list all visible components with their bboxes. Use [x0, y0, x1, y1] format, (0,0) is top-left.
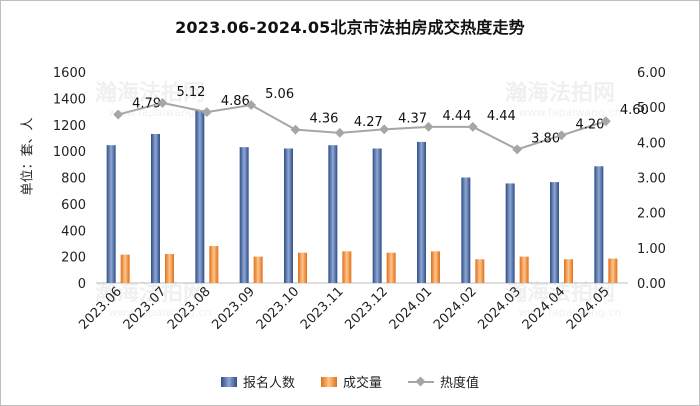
bar-registrations — [284, 148, 293, 283]
bar-deals — [342, 251, 352, 283]
heat-data-label: 4.86 — [221, 94, 250, 109]
bar-deals — [386, 252, 396, 283]
watermark-text: 瀚海法拍网 — [505, 80, 615, 106]
watermark-text: 瀚海法拍网 — [505, 280, 615, 306]
bar-deals — [298, 252, 307, 283]
heat-data-label: 4.79 — [132, 97, 161, 112]
right-tick-label: 1.00 — [637, 242, 666, 257]
bar-registrations — [372, 148, 382, 283]
legend-item-deals: 成交量 — [320, 372, 382, 391]
bar-registrations — [417, 141, 426, 283]
left-tick-label: 800 — [61, 172, 86, 187]
x-tick-label: 2024.03 — [475, 284, 524, 333]
bar-deals — [209, 246, 219, 283]
bar-deals — [475, 259, 485, 283]
heat-data-label: 4.37 — [398, 111, 427, 126]
left-tick-label: 600 — [61, 198, 86, 213]
watermark-url: www.fapaiwang.cn — [518, 106, 621, 119]
heat-data-label: 4.44 — [443, 109, 472, 124]
heat-line — [117, 101, 607, 151]
legend: 报名人数 成交量 热度值 — [0, 372, 700, 391]
legend-label-heat: 热度值 — [440, 376, 480, 391]
heat-data-label: 4.36 — [310, 112, 339, 127]
watermark-url: www.fapaiwang.cn — [518, 306, 621, 319]
chart-title: 2023.06-2024.05北京市法拍房成交热度走势 — [175, 18, 525, 37]
bar-deals — [431, 251, 440, 283]
bar-deals — [564, 259, 573, 283]
heat-point — [290, 124, 301, 135]
bar-deals — [519, 256, 529, 283]
heat-point — [512, 144, 523, 155]
left-tick-label: 1000 — [53, 145, 86, 160]
x-tick-label: 2023.09 — [209, 284, 258, 333]
bar-registrations — [594, 166, 604, 283]
heat-data-label: 4.20 — [576, 117, 605, 132]
x-tick-label: 2023.11 — [298, 284, 347, 333]
heat-data-label: 3.80 — [531, 131, 560, 146]
heat-data-label: 5.12 — [177, 85, 206, 100]
right-tick-label: 6.00 — [637, 66, 666, 81]
bar-registrations — [195, 110, 205, 284]
watermark-url: www.fapaiwang.cn — [108, 306, 211, 319]
watermark-text: 瀚海法拍网 — [95, 280, 205, 306]
bar-registrations — [106, 145, 116, 283]
right-tick-label: 5.00 — [637, 101, 666, 116]
heat-data-label: 5.06 — [265, 87, 294, 102]
heat-point — [201, 107, 212, 118]
watermark-text: 瀚海法拍网 — [95, 80, 205, 106]
heat-point — [157, 97, 168, 108]
left-tick-label: 1200 — [53, 119, 86, 134]
legend-swatch-heat — [408, 377, 434, 387]
watermark-url: www.fapaiwang.cn — [108, 106, 211, 119]
bar-deals — [165, 253, 174, 283]
legend-item-heat: 热度值 — [408, 372, 479, 391]
heat-point — [113, 109, 124, 120]
x-tick-label: 2024.02 — [431, 284, 480, 333]
bar-deals — [120, 254, 130, 283]
heat-data-label: 4.44 — [487, 109, 516, 124]
bar-registrations — [550, 182, 559, 283]
heat-point — [334, 127, 345, 138]
x-tick-label: 2023.10 — [254, 284, 303, 333]
heat-data-label: 4.27 — [354, 115, 383, 130]
heat-point — [246, 100, 257, 111]
heat-point — [379, 124, 390, 135]
legend-label-registrations: 报名人数 — [242, 376, 295, 391]
legend-item-registrations: 报名人数 — [220, 372, 295, 391]
right-tick-label: 2.00 — [637, 207, 666, 222]
legend-label-deals: 成交量 — [342, 376, 382, 391]
bar-registrations — [239, 147, 249, 283]
legend-swatch-deals — [320, 376, 337, 387]
right-tick-label: 3.00 — [637, 172, 666, 187]
x-tick-label: 2023.12 — [342, 284, 391, 333]
x-tick-label: 2024.01 — [387, 284, 436, 333]
legend-swatch-registrations — [220, 376, 237, 387]
right-tick-label: 4.00 — [637, 136, 666, 151]
left-tick-label: 1600 — [53, 66, 86, 81]
left-tick-label: 1400 — [53, 92, 86, 107]
right-tick-label: 0.00 — [637, 277, 666, 292]
bar-deals — [608, 258, 618, 283]
bar-registrations — [328, 145, 338, 283]
heat-point — [556, 130, 567, 141]
heat-point — [600, 116, 611, 127]
heat-data-label: 4.60 — [620, 103, 649, 118]
bar-deals — [253, 256, 263, 283]
left-tick-label: 400 — [61, 224, 86, 239]
bar-registrations — [461, 177, 471, 283]
left-tick-label: 0 — [78, 277, 86, 292]
left-tick-label: 200 — [61, 251, 86, 266]
bar-registrations — [505, 183, 515, 283]
bar-registrations — [151, 133, 160, 283]
